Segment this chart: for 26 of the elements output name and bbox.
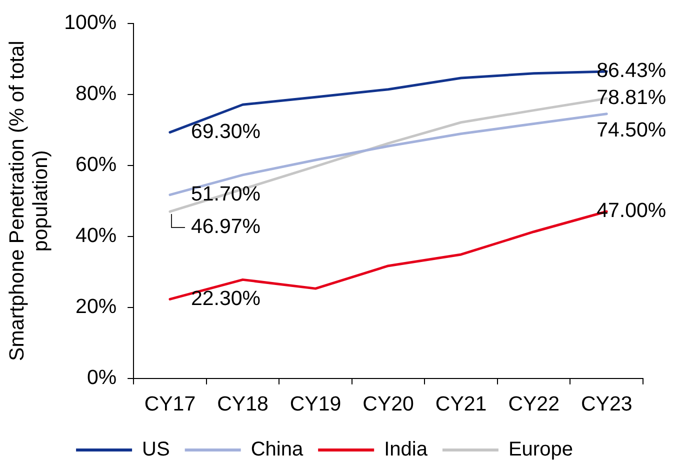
- y-tick-label: 20%: [76, 295, 117, 318]
- data-label: 46.97%: [190, 214, 260, 238]
- x-tick-label: CY22: [508, 392, 560, 416]
- data-label: 74.50%: [596, 118, 666, 142]
- legend-label: US: [142, 438, 170, 461]
- x-tick-label: CY21: [435, 392, 487, 416]
- data-label: 69.30%: [190, 120, 260, 143]
- data-label: 22.30%: [190, 286, 260, 310]
- y-tick-label: 80%: [76, 82, 117, 105]
- legend-label: India: [384, 438, 428, 461]
- x-tick-label: CY19: [290, 392, 342, 416]
- y-tick-label: 0%: [86, 366, 117, 390]
- x-tick-label: CY20: [362, 392, 414, 416]
- x-tick-label: CY23: [580, 392, 632, 416]
- data-label: 86.43%: [596, 59, 666, 82]
- legend-label: Europe: [508, 438, 573, 461]
- y-tick-label: 60%: [76, 152, 117, 176]
- legend-label: China: [250, 438, 304, 461]
- data-label: 47.00%: [596, 199, 666, 222]
- x-tick-label: CY18: [217, 392, 268, 416]
- data-label: 78.81%: [596, 86, 666, 110]
- y-tick-label: 100%: [64, 10, 117, 34]
- data-label: 51.70%: [190, 182, 260, 206]
- x-tick-label: CY17: [144, 392, 196, 416]
- y-tick-label: 40%: [76, 224, 117, 248]
- y-axis-title: Smartphone Penetration (% of total population): [5, 40, 52, 361]
